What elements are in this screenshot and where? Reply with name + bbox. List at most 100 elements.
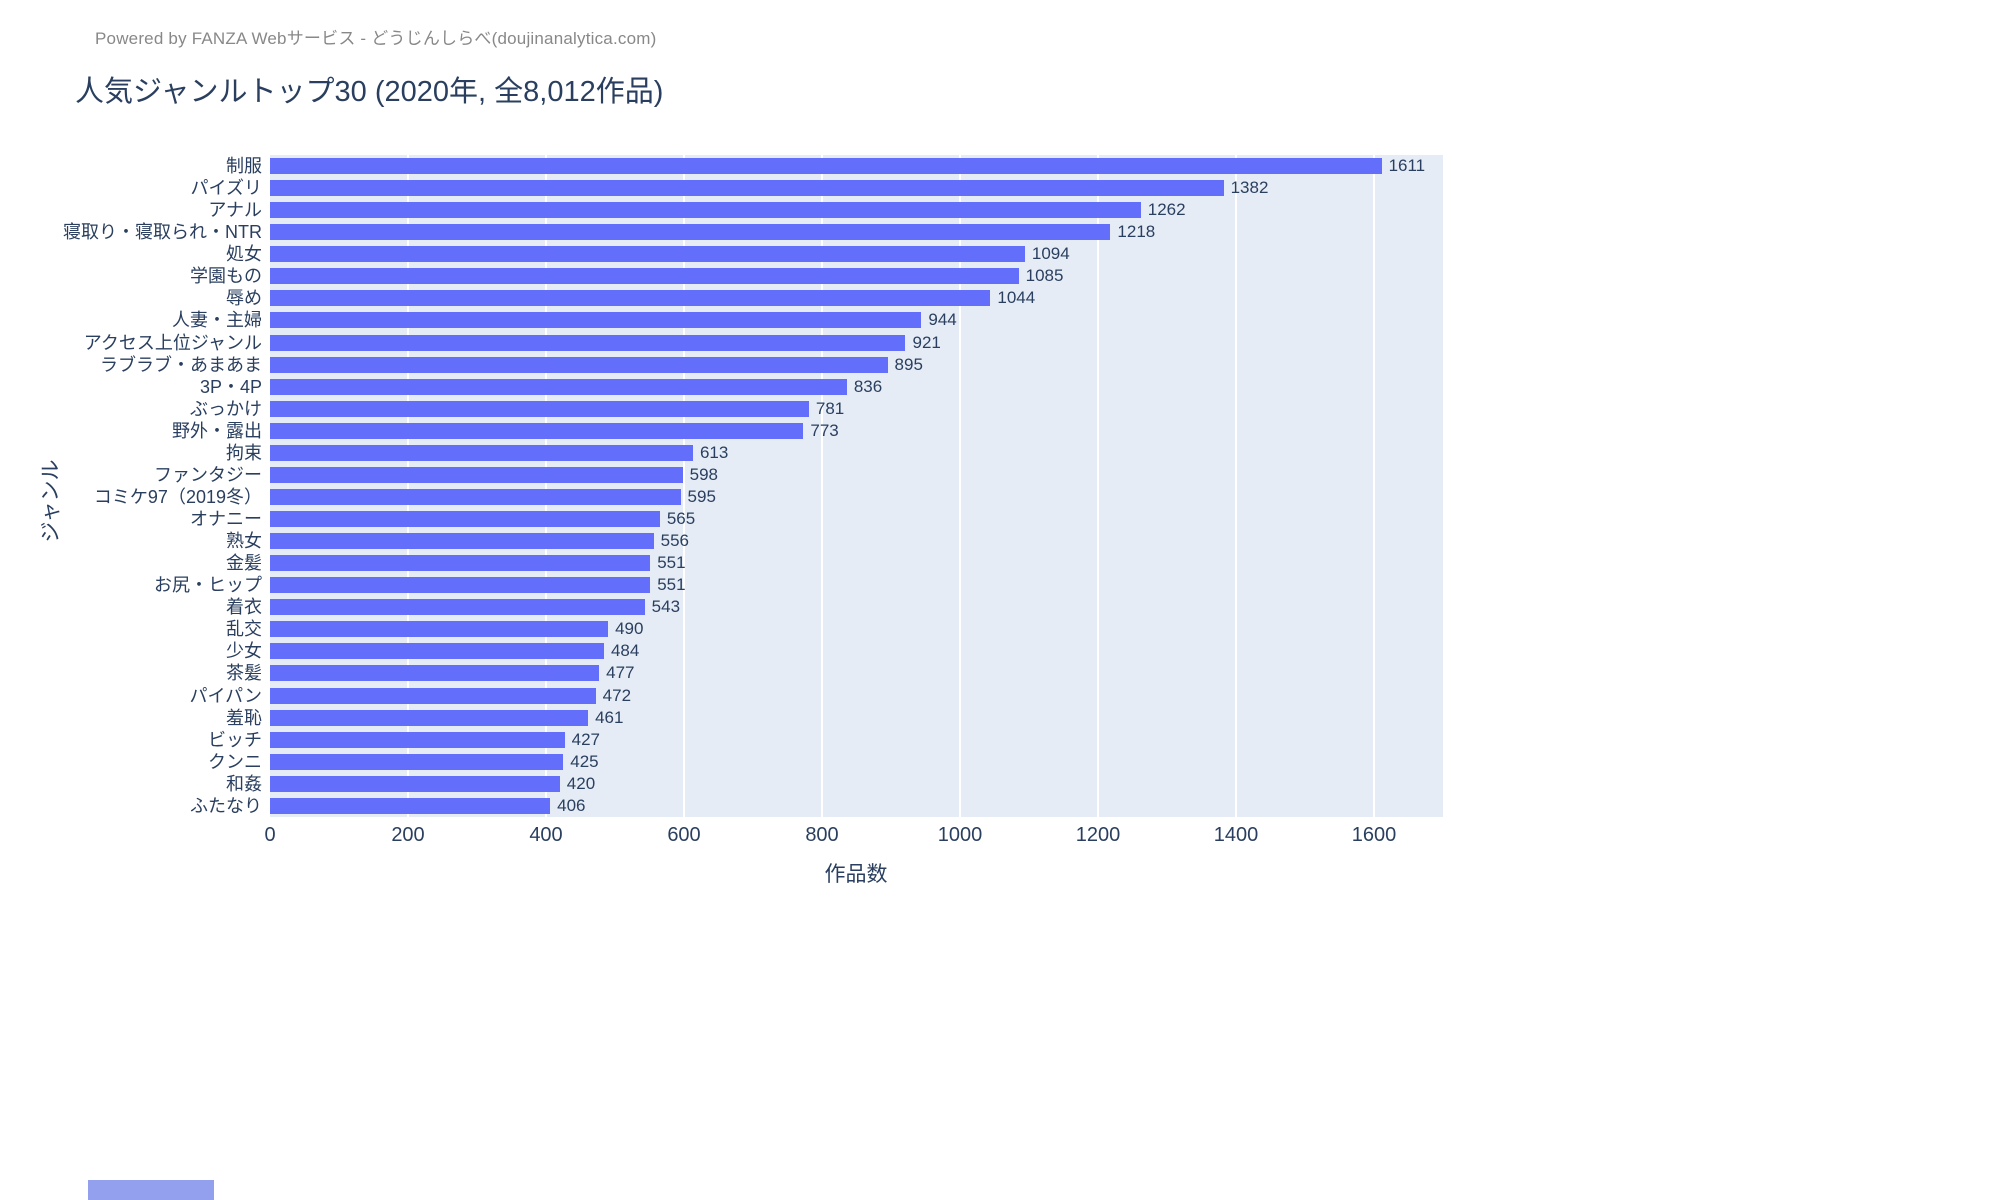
- bar[interactable]: [270, 511, 660, 528]
- gridline: [683, 155, 685, 817]
- bar[interactable]: [270, 158, 1382, 175]
- bar[interactable]: [270, 290, 991, 307]
- bar-area: 420: [270, 773, 1443, 795]
- x-tick-label: 200: [391, 824, 425, 846]
- bar-area: 406: [270, 795, 1443, 817]
- category-label: お尻・ヒップ: [154, 575, 262, 596]
- category-label: 制服: [226, 156, 262, 177]
- bar[interactable]: [270, 709, 589, 726]
- x-axis-title: 作品数: [824, 863, 888, 886]
- bar[interactable]: [270, 753, 564, 770]
- gridline: [1373, 155, 1375, 817]
- x-tick-label: 800: [805, 824, 839, 846]
- bar[interactable]: [270, 334, 906, 351]
- bar-area: 921: [270, 332, 1443, 354]
- x-tick-label: 1200: [1075, 824, 1121, 846]
- bar[interactable]: [270, 687, 596, 704]
- category-label: ビッチ: [208, 729, 262, 750]
- bar[interactable]: [270, 224, 1111, 241]
- x-tick-label: 1000: [937, 824, 983, 846]
- bar-area: 595: [270, 486, 1443, 508]
- bar[interactable]: [270, 488, 681, 505]
- bar-area: 895: [270, 354, 1443, 376]
- category-label: 羞恥: [226, 707, 262, 728]
- bar-area: 598: [270, 464, 1443, 486]
- bar[interactable]: [270, 400, 809, 417]
- value-label: 773: [810, 420, 839, 440]
- bar-row: 拘束 613: [0, 442, 1443, 464]
- bar[interactable]: [270, 312, 922, 329]
- value-label: 420: [566, 773, 596, 793]
- gridline: [1235, 155, 1237, 817]
- bar[interactable]: [270, 422, 804, 439]
- bar-row: コミケ97（2019冬） 595: [0, 486, 1443, 508]
- bar[interactable]: [270, 731, 565, 748]
- bar-area: 773: [270, 420, 1443, 442]
- category-label: 野外・露出: [172, 420, 262, 441]
- bar[interactable]: [270, 378, 847, 395]
- category-label: アナル: [208, 200, 262, 221]
- bar-row: パイズリ 1382: [0, 177, 1443, 199]
- value-label: 484: [610, 641, 640, 661]
- bar[interactable]: [270, 555, 651, 572]
- bar[interactable]: [270, 466, 683, 483]
- category-label: 乱交: [226, 619, 262, 640]
- bar-area: 1611: [270, 155, 1443, 177]
- bar-area: 1094: [270, 243, 1443, 265]
- value-label: 921: [912, 332, 941, 352]
- bar-area: 836: [270, 376, 1443, 398]
- bar-area: 613: [270, 442, 1443, 464]
- bar-row: 金髪 551: [0, 552, 1443, 574]
- category-label: 金髪: [226, 553, 262, 574]
- bar-area: 490: [270, 618, 1443, 640]
- powered-by-note: Powered by FANZA Webサービス - どうじんしらべ(douji…: [95, 29, 657, 48]
- bar-area: 556: [270, 530, 1443, 552]
- bar-area: 425: [270, 751, 1443, 773]
- bar[interactable]: [270, 533, 654, 550]
- value-label: 543: [651, 597, 681, 617]
- bar[interactable]: [270, 268, 1019, 285]
- x-axis: 0 200 400 600 800 1000 1200 1400 1600: [0, 824, 2000, 854]
- bar-row: 野外・露出 773: [0, 420, 1443, 442]
- bar-row: オナニー 565: [0, 508, 1443, 530]
- value-label: 1094: [1031, 244, 1070, 264]
- bar-row: ファンタジー 598: [0, 464, 1443, 486]
- bar[interactable]: [270, 643, 604, 660]
- value-label: 836: [853, 376, 883, 396]
- bar-row: 羞恥 461: [0, 707, 1443, 729]
- bar[interactable]: [270, 621, 609, 638]
- bar-row: 着衣 543: [0, 596, 1443, 618]
- category-label: ファンタジー: [154, 464, 262, 485]
- category-label: 拘束: [226, 442, 262, 463]
- value-label: 490: [615, 619, 644, 639]
- bar-row: 乱交 490: [0, 618, 1443, 640]
- category-label: 熟女: [226, 531, 262, 552]
- bar[interactable]: [270, 356, 888, 373]
- y-axis-title: ジャンル: [39, 459, 63, 543]
- gridline: [959, 155, 961, 817]
- bar[interactable]: [270, 180, 1224, 197]
- value-label: 598: [689, 464, 718, 484]
- value-label: 406: [557, 795, 586, 815]
- bar-area: 1382: [270, 177, 1443, 199]
- category-label: パイズリ: [190, 178, 262, 199]
- category-label: 人妻・主婦: [172, 310, 262, 331]
- bar[interactable]: [270, 577, 651, 594]
- bar-row: 少女 484: [0, 640, 1443, 662]
- bar[interactable]: [270, 797, 551, 814]
- value-label: 1218: [1117, 222, 1156, 242]
- bar-area: 461: [270, 707, 1443, 729]
- bar-row: 辱め 1044: [0, 287, 1443, 309]
- bar[interactable]: [270, 444, 693, 461]
- bar[interactable]: [270, 665, 600, 682]
- bar-area: 551: [270, 552, 1443, 574]
- category-label: ラブラブ・あまあま: [100, 354, 262, 375]
- bar[interactable]: [270, 599, 645, 616]
- bar-area: 551: [270, 574, 1443, 596]
- bar[interactable]: [270, 775, 560, 792]
- bar-row: 人妻・主婦 944: [0, 309, 1443, 331]
- bar[interactable]: [270, 202, 1141, 219]
- bar-row: ふたなり 406: [0, 795, 1443, 817]
- bar[interactable]: [270, 246, 1025, 263]
- category-label: 3P・4P: [199, 376, 262, 397]
